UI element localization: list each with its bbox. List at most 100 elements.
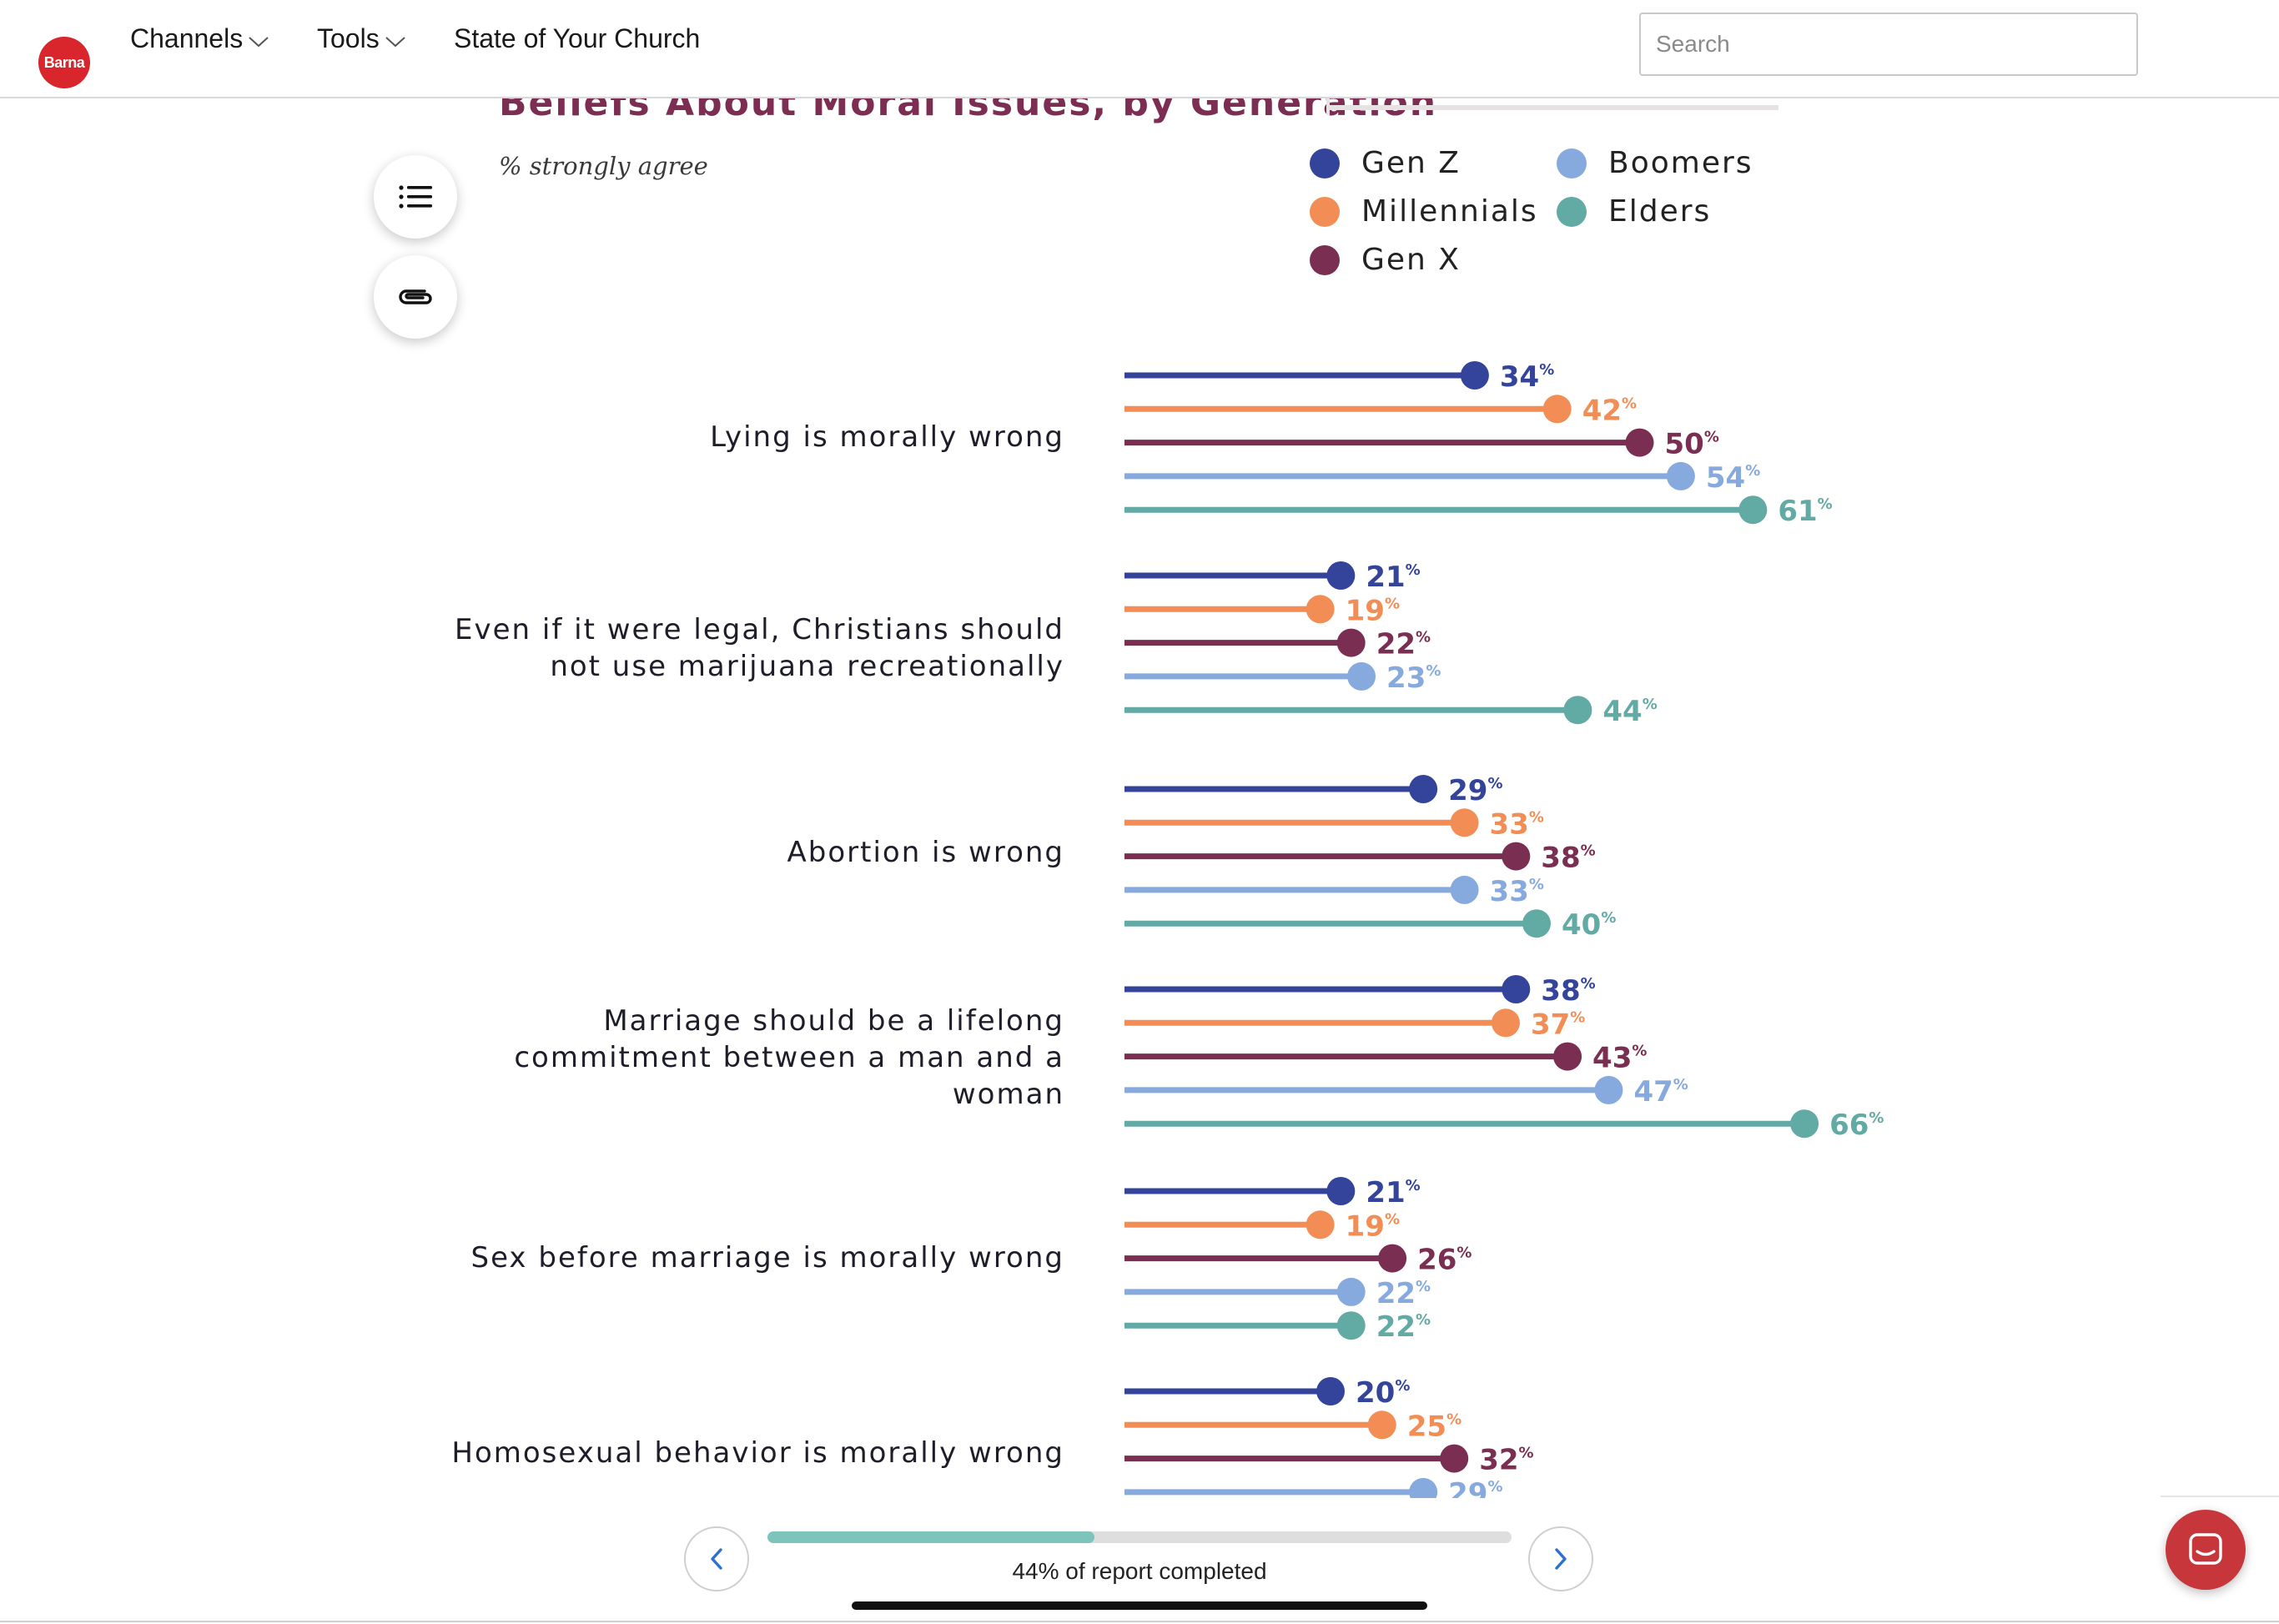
- data-label: 33%: [1490, 875, 1544, 908]
- statement-line: Even if it were legal, Christians should: [455, 613, 1064, 646]
- lollipop-dot: [1738, 495, 1768, 525]
- statement-lying: Lying is morally wrong: [710, 419, 1064, 455]
- legend-label: Boomers: [1608, 146, 1753, 180]
- legend-dot: [1310, 244, 1340, 275]
- statement-abortion: Abortion is wrong: [787, 834, 1065, 871]
- data-label: 61%: [1778, 495, 1832, 528]
- legend-dot: [1557, 196, 1587, 227]
- barna-logo[interactable]: Barna: [38, 37, 90, 88]
- lollipop-dot: [1316, 1377, 1345, 1405]
- bottom-divider: [0, 1621, 2279, 1622]
- attachments-button[interactable]: [374, 255, 457, 339]
- data-label: 38%: [1541, 974, 1595, 1008]
- data-label: 26%: [1417, 1244, 1472, 1277]
- data-label: 54%: [1706, 461, 1760, 495]
- previous-page-button[interactable]: [684, 1526, 749, 1591]
- statement-line: Sex before marriage is morally wrong: [470, 1241, 1064, 1275]
- search-input[interactable]: [1639, 13, 2138, 76]
- data-label: 43%: [1592, 1042, 1647, 1075]
- data-label: 38%: [1541, 842, 1595, 875]
- statement-line: Marriage should be a lifelong: [603, 1004, 1064, 1038]
- data-label: 42%: [1582, 394, 1637, 427]
- statement-line: Abortion is wrong: [787, 836, 1064, 869]
- chart-subtitle: % strongly agree: [499, 152, 708, 180]
- lollipop-dot: [1336, 628, 1366, 657]
- data-label: 22%: [1376, 628, 1431, 661]
- lollipop-dot: [1306, 595, 1335, 624]
- data-label: 47%: [1633, 1075, 1688, 1109]
- data-label: 25%: [1407, 1410, 1461, 1443]
- lollipop-dot: [1336, 1277, 1366, 1306]
- lollipop-dot: [1347, 661, 1376, 691]
- top-navigation-bar: Barna Channels Tools State of Your Churc…: [0, 0, 2279, 98]
- data-label: 40%: [1562, 908, 1616, 942]
- lollipop-dot: [1625, 428, 1654, 457]
- next-page-button[interactable]: [1528, 1526, 1593, 1591]
- lollipop-dot: [1502, 842, 1531, 871]
- nav-channels-label: Channels: [130, 23, 244, 53]
- lollipop-dot: [1409, 775, 1438, 803]
- legend-dot: [1557, 148, 1587, 178]
- statement-homosexual-behavior: Homosexual behavior is morally wrong: [451, 1435, 1064, 1471]
- legend-dot: [1310, 196, 1340, 227]
- chat-icon: [2189, 1533, 2222, 1565]
- lollipop-dot: [1367, 1410, 1396, 1440]
- data-label: 32%: [1479, 1444, 1533, 1477]
- lollipop-dot: [1502, 975, 1531, 1003]
- data-label: 44%: [1602, 695, 1657, 728]
- report-progress-fill: [767, 1531, 1095, 1543]
- nav-tools[interactable]: Tools: [317, 23, 406, 54]
- lollipop-dot: [1336, 1311, 1366, 1340]
- report-progress-bar: [767, 1531, 1512, 1543]
- lollipop-dot: [1553, 1042, 1582, 1071]
- nav-channels[interactable]: Channels: [130, 23, 269, 54]
- data-label: 34%: [1500, 360, 1554, 394]
- data-label: 21%: [1366, 561, 1420, 594]
- lollipop-dot: [1306, 1210, 1335, 1239]
- data-label: 66%: [1829, 1109, 1884, 1142]
- legend-item-millennials: Millennials: [1310, 194, 1538, 229]
- title-rule: [1326, 105, 1778, 110]
- statement-line: woman: [952, 1078, 1064, 1111]
- report-progress-label: 44% of report completed: [1012, 1558, 1267, 1584]
- nav-state-of-your-church[interactable]: State of Your Church: [454, 23, 700, 54]
- chat-divider: [2161, 1496, 2279, 1497]
- statement-line: Homosexual behavior is morally wrong: [451, 1436, 1064, 1470]
- data-label: 19%: [1346, 1209, 1400, 1243]
- data-label: 20%: [1356, 1376, 1410, 1410]
- chevron-down-icon: [249, 36, 269, 47]
- list-icon: [399, 185, 432, 209]
- nav-tools-label: Tools: [317, 23, 380, 53]
- legend-item-gen-x: Gen X: [1310, 243, 1461, 277]
- legend-item-boomers: Boomers: [1557, 146, 1753, 180]
- data-label: 21%: [1366, 1176, 1420, 1209]
- chat-support-button[interactable]: [2166, 1510, 2246, 1590]
- lollipop-dot: [1326, 561, 1356, 590]
- data-label: 19%: [1346, 594, 1400, 627]
- legend-label: Millennials: [1361, 194, 1538, 229]
- legend-label: Gen X: [1361, 243, 1461, 277]
- paperclip-icon: [399, 289, 432, 304]
- chevron-down-icon: [385, 36, 405, 47]
- legend-item-gen-z: Gen Z: [1310, 146, 1461, 180]
- statement-sex-before-marriage: Sex before marriage is morally wrong: [471, 1239, 1064, 1276]
- home-indicator: [852, 1601, 1427, 1610]
- data-label: 37%: [1531, 1008, 1585, 1041]
- data-label: 50%: [1665, 428, 1719, 461]
- lollipop-dot: [1522, 909, 1551, 938]
- statement-marriage: Marriage should be a lifelong commitment…: [514, 1003, 1064, 1113]
- lollipop-dot: [1666, 461, 1695, 490]
- lollipop-dot: [1563, 696, 1592, 725]
- statement-line: Lying is morally wrong: [710, 420, 1064, 454]
- chevron-right-icon: [1555, 1548, 1567, 1570]
- data-label: 23%: [1386, 661, 1441, 695]
- data-label: 22%: [1376, 1277, 1431, 1310]
- legend-item-elders: Elders: [1557, 194, 1711, 229]
- legend-label: Gen Z: [1361, 146, 1461, 180]
- lollipop-dot: [1542, 395, 1572, 424]
- chevron-left-icon: [711, 1548, 722, 1570]
- table-of-contents-button[interactable]: [374, 155, 457, 239]
- legend-label: Elders: [1608, 194, 1712, 229]
- lollipop-dot: [1790, 1109, 1819, 1139]
